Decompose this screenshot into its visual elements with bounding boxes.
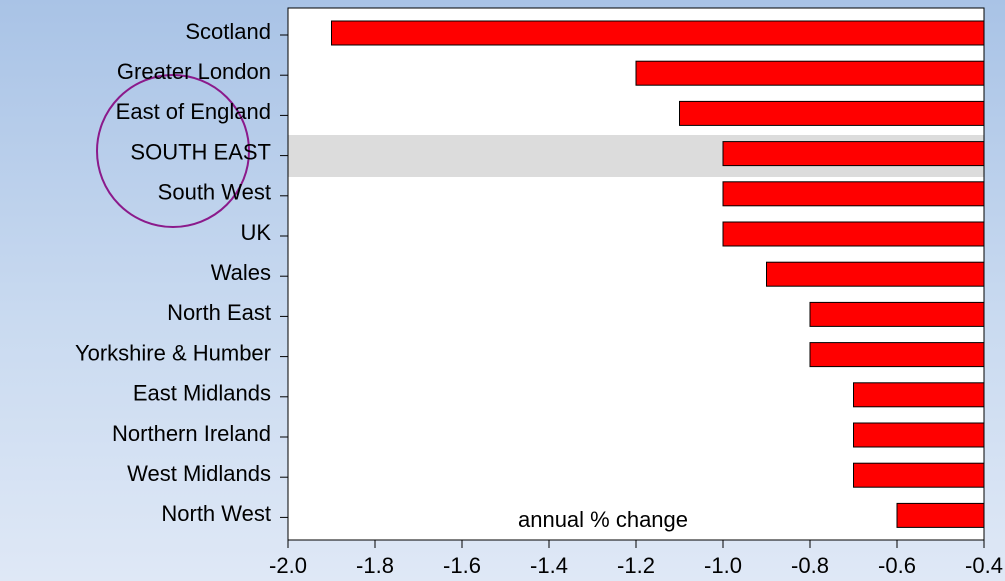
bar [809,301,985,327]
y-tick-label: South West [158,180,271,205]
bar [896,502,985,528]
bar [331,20,985,46]
x-tick-label: -1.4 [530,553,568,578]
bar [679,100,985,126]
y-tick-label: West Midlands [127,461,271,486]
y-tick-label: UK [240,220,271,245]
x-tick-label: -0.8 [791,553,829,578]
x-tick-label: -1.0 [704,553,742,578]
y-tick-label: SOUTH EAST [130,139,271,164]
highlight-circle [96,74,250,228]
x-tick-label: -0.4 [965,553,1003,578]
y-tick-label: Northern Ireland [112,421,271,446]
y-tick-label: Scotland [185,19,271,44]
y-tick-label: East Midlands [133,381,271,406]
bar [722,221,985,247]
bar [853,462,985,488]
bar [853,382,985,408]
bar [766,261,985,287]
y-tick-label: Yorkshire & Humber [75,340,271,365]
x-tick-label: -2.0 [269,553,307,578]
x-tick-label: -1.8 [356,553,394,578]
y-tick-label: North East [167,300,271,325]
x-tick-label: -1.2 [617,553,655,578]
bar [722,141,985,167]
bar [853,422,985,448]
annotation: annual % change [518,507,688,532]
bar [722,181,985,207]
y-tick-label: East of England [116,99,271,124]
y-tick-label: Wales [211,260,271,285]
bar [809,342,985,368]
x-tick-label: -0.6 [878,553,916,578]
y-tick-label: North West [161,501,271,526]
x-tick-label: -1.6 [443,553,481,578]
bar [635,60,985,86]
y-tick-label: Greater London [117,59,271,84]
